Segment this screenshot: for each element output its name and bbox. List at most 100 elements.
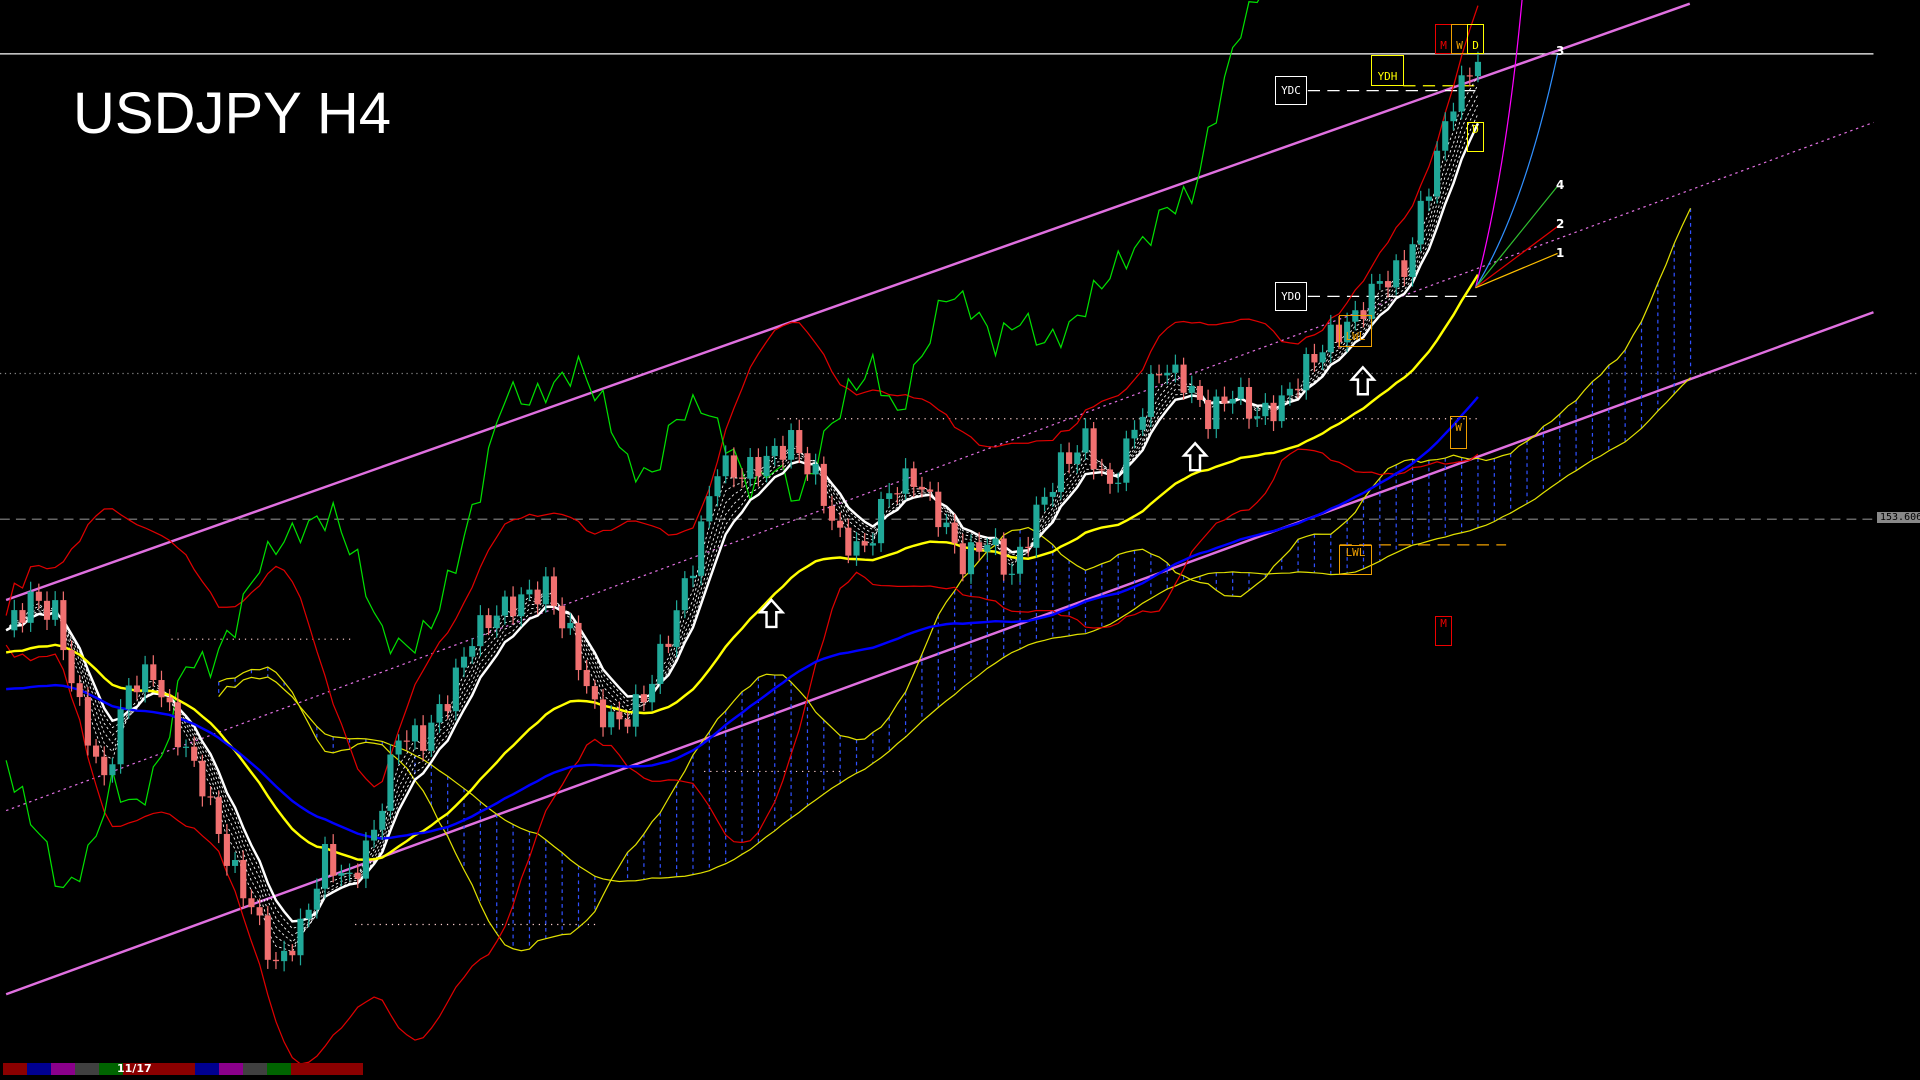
candle-body: [1205, 399, 1212, 430]
daily-label: D: [1467, 24, 1484, 54]
candle-body: [1466, 75, 1473, 77]
candle-body: [240, 860, 247, 899]
candle-body: [722, 455, 729, 477]
fan-line-2[interactable]: [1475, 226, 1558, 289]
candle-body: [1384, 281, 1392, 288]
candle-body: [248, 898, 255, 908]
fan-curve-blue[interactable]: [1474, 53, 1559, 289]
candle-body: [1417, 200, 1424, 245]
fan-line-1[interactable]: [1475, 252, 1558, 289]
candle-body: [714, 476, 721, 497]
candle-body: [616, 711, 623, 720]
session-cell: [291, 1063, 315, 1075]
candle-body: [1156, 374, 1163, 376]
candle-body: [1319, 352, 1326, 363]
chart-title: USDJPY H4: [73, 81, 392, 146]
candle-body: [779, 445, 786, 460]
session-cell: [339, 1063, 363, 1075]
candle-body: [820, 463, 827, 506]
candle-body: [321, 843, 329, 889]
candle-body: [297, 918, 304, 956]
candle-body: [845, 527, 852, 556]
candle-body: [43, 600, 51, 620]
candle-body: [289, 950, 296, 956]
candle-body: [1106, 469, 1114, 484]
candle-body: [1016, 546, 1024, 574]
fan-label-2: 2: [1556, 217, 1565, 231]
candle-body: [959, 543, 966, 575]
channel-upper-line[interactable]: [5, 2, 1691, 602]
ribbon-ma: [5, 113, 1479, 929]
fan-lines: [1474, 0, 1559, 289]
fan-line-4[interactable]: [1475, 185, 1559, 289]
candle-body: [657, 643, 664, 684]
session-color-strip: [3, 1063, 363, 1075]
candle-body: [11, 610, 18, 631]
candle-body: [1393, 260, 1400, 288]
candle-body: [338, 873, 345, 876]
candle-body: [510, 596, 517, 617]
candle-body: [828, 505, 836, 521]
candle-body: [559, 605, 566, 629]
candle-body: [1196, 385, 1204, 400]
monthly-label-2: M: [1435, 616, 1452, 646]
candle-body: [1098, 469, 1105, 471]
candle-body: [1090, 428, 1097, 470]
candle-body: [918, 486, 925, 490]
candle-body: [518, 594, 525, 617]
candle-body: [1115, 482, 1122, 484]
candle-body: [264, 915, 271, 960]
candle-body: [330, 843, 337, 876]
candle-body: [215, 797, 222, 834]
candle-body: [420, 725, 427, 751]
candle-body: [706, 496, 713, 522]
band-lower: [5, 448, 1479, 1065]
candle-body: [1008, 573, 1015, 575]
candle-body: [93, 745, 100, 757]
candle-body: [223, 833, 230, 866]
candle-body: [526, 589, 533, 595]
candle-body: [174, 702, 181, 748]
candle-body: [460, 656, 468, 668]
candle-body: [1434, 150, 1441, 197]
fan-curve-magenta[interactable]: [1474, 0, 1523, 288]
candle-body: [101, 756, 108, 776]
candle-body: [191, 746, 198, 761]
session-cell: [219, 1063, 243, 1075]
candle-body: [477, 615, 484, 647]
candle-body: [567, 622, 574, 629]
candle-body: [755, 456, 762, 477]
candle-body: [796, 430, 803, 454]
candle-body: [681, 578, 688, 611]
candle-body: [763, 455, 770, 477]
lwl-upper-label: LWL: [1339, 315, 1372, 347]
candle-body: [1245, 386, 1253, 419]
candle-body: [125, 685, 132, 710]
candle-body: [689, 575, 697, 579]
candle-body: [1335, 324, 1343, 343]
candle-body: [1188, 385, 1195, 393]
candle-body: [182, 746, 190, 748]
candle-body: [1262, 402, 1269, 417]
session-cell: [147, 1063, 171, 1075]
candle-body: [747, 456, 754, 479]
candle-body: [313, 888, 320, 910]
channel-mid-line[interactable]: [5, 121, 1874, 812]
candle-body: [444, 704, 451, 712]
channel-lower-line[interactable]: [5, 311, 1874, 996]
candle-body: [207, 796, 214, 798]
candle-body: [788, 430, 795, 460]
candle-body: [771, 445, 778, 456]
candle-body: [166, 697, 173, 703]
session-cell: [243, 1063, 267, 1075]
up-arrow-icon: [1349, 365, 1377, 396]
candle-body: [52, 600, 59, 620]
ydo-label: YDO: [1275, 282, 1307, 311]
session-cell: [171, 1063, 195, 1075]
candle-body: [665, 643, 672, 647]
candle-body: [812, 463, 819, 475]
candle-body: [232, 860, 239, 866]
session-cell: [27, 1063, 51, 1075]
candle-body: [894, 493, 901, 495]
